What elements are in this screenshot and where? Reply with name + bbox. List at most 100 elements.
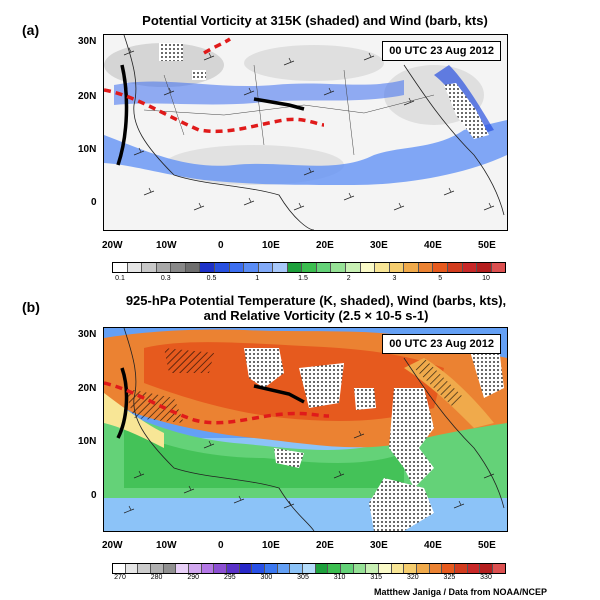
panel-a-lon-40e: 40E [424, 240, 442, 251]
panel-a-colorbar-swatch [331, 263, 346, 272]
panel-a-lon-20w: 20W [102, 240, 123, 251]
panel-b-colorbar-swatch [455, 564, 468, 573]
panel-a-colorbar-swatch [346, 263, 361, 272]
panel-a-lat-0: 0 [91, 197, 97, 208]
panel-a-colorbar-swatch [273, 263, 288, 272]
panel-a-lon-20e: 20E [316, 240, 334, 251]
panel-b-colorbar-swatch [429, 564, 443, 573]
panel-b-lat-30n: 30N [78, 329, 97, 340]
panel-b-colorbar-swatch [252, 564, 266, 573]
panel-a-colorbar-label: 5 [438, 275, 443, 282]
panel-a-colorbar-swatch [127, 263, 143, 272]
panel-a-colorbar-label: 0.3 [160, 275, 171, 282]
panel-b-colorbar-swatch [341, 564, 354, 573]
credit-line: Matthew Janiga / Data from NOAA/NCEP [374, 587, 548, 597]
panel-b-lon-30e: 30E [370, 540, 388, 551]
panel-b-colorbar-swatch [201, 564, 215, 573]
panel-b-colorbar-swatch [404, 564, 418, 573]
panel-b-colorbar-swatch [442, 564, 456, 573]
panel-b-colorbar-swatch [315, 564, 329, 573]
panel-b-lon-10e: 10E [262, 540, 280, 551]
panel-a-colorbar-label: 0.5 [206, 275, 217, 282]
panel-b-colorbar-swatch [277, 564, 291, 573]
panel-a-colorbar-swatch [229, 263, 245, 272]
panel-b-colorbar-swatch [353, 564, 367, 573]
panel-a-colorbar-swatch [142, 263, 157, 272]
panel-b-timestamp: 00 UTC 23 Aug 2012 [382, 334, 501, 354]
panel-b-colorbar-label: 280 [150, 574, 163, 581]
panel-b-lon-0: 0 [218, 540, 224, 551]
panel-b-colorbar-label: 305 [297, 574, 309, 581]
panel-b-colorbar-labels: 270 280 290 295 300 305 310 315 320 325 330 [112, 574, 504, 584]
panel-a-colorbar-swatch [360, 263, 376, 272]
panel-b-colorbar-label: 300 [260, 574, 273, 581]
panel-a-colorbar-swatch [258, 263, 274, 272]
panel-a-colorbar-swatch [477, 263, 492, 272]
panel-b-colorbar-label: 315 [370, 574, 383, 581]
panel-a-lat-30n: 30N [78, 36, 97, 47]
panel-b-colorbar-swatch [480, 564, 494, 573]
panel-b-title: 925-hPa Potential Temperature (K, shaded… [86, 293, 546, 323]
panel-a-colorbar-swatch [302, 263, 317, 272]
panel-b-colorbar-label: 310 [333, 574, 346, 581]
panel-b-lon-20e: 20E [316, 540, 334, 551]
panel-a-colorbar-swatch [404, 263, 419, 272]
panel-a-colorbar-label: 1 [255, 275, 260, 282]
panel-b-colorbar-swatch [303, 564, 316, 573]
panel-a-colorbar-swatch [113, 263, 128, 272]
panel-b-colorbar-swatch [328, 564, 342, 573]
panel-b-colorbar-swatch [227, 564, 240, 573]
panel-b-lon-10w: 10W [156, 540, 177, 551]
panel-b-colorbar-swatch [391, 564, 405, 573]
panel-b-colorbar-label: 330 [480, 574, 492, 581]
panel-b-lon-20w: 20W [102, 540, 123, 551]
panel-b-colorbar-swatch [176, 564, 190, 573]
panel-a-title: Potential Vorticity at 315K (shaded) and… [142, 13, 488, 28]
panel-b-lat-10n: 10N [78, 436, 97, 447]
panel-b-colorbar-swatch [366, 564, 380, 573]
panel-a-colorbar-labels: 0.1 0.3 0.5 1 1.5 2 3 5 10 [112, 275, 504, 285]
panel-a-lat-10n: 10N [78, 144, 97, 155]
panel-b-map: 00 UTC 23 Aug 2012 [103, 327, 508, 532]
panel-a-colorbar-label: 2 [346, 275, 351, 282]
panel-a-lon-50e: 50E [478, 240, 496, 251]
panel-a-lon-10w: 10W [156, 240, 177, 251]
panel-a-colorbar-swatch [389, 263, 405, 272]
panel-b-colorbar-swatch [493, 564, 505, 573]
panel-b-colorbar-swatch [151, 564, 164, 573]
panel-a-lon-0: 0 [218, 240, 224, 251]
panel-a-colorbar-label: 3 [392, 275, 397, 282]
panel-a-colorbar-swatch [214, 263, 230, 272]
panel-b-title-line1: 925-hPa Potential Temperature (K, shaded… [125, 293, 507, 308]
panel-a-lat-20n: 20N [78, 91, 97, 102]
panel-a-colorbar-swatch [447, 263, 463, 272]
panel-a-colorbar-swatch [244, 263, 259, 272]
panel-a-colorbar-label: 0.1 [115, 275, 125, 282]
panel-a-colorbar-swatch [375, 263, 390, 272]
panel-a-letter: (a) [22, 22, 40, 38]
panel-b-lon-40e: 40E [424, 540, 442, 551]
panel-b-colorbar-swatch [379, 564, 392, 573]
panel-b-colorbar-swatch [113, 564, 126, 573]
panel-b-colorbar-label: 270 [114, 574, 126, 581]
panel-b-colorbar [112, 563, 506, 574]
panel-a-colorbar-label: 1.5 [298, 275, 308, 282]
panel-b-colorbar-swatch [138, 564, 152, 573]
panel-a-colorbar-swatch [287, 263, 303, 272]
panel-b-colorbar-label: 290 [187, 574, 200, 581]
panel-b-colorbar-swatch [214, 564, 228, 573]
panel-b-colorbar-swatch [467, 564, 481, 573]
panel-a-colorbar [112, 262, 506, 273]
panel-b-lat-0: 0 [91, 490, 97, 501]
panel-b-colorbar-swatch [125, 564, 139, 573]
panel-a-map: 00 UTC 23 Aug 2012 [103, 34, 508, 231]
panel-a-colorbar-swatch [200, 263, 215, 272]
panel-a-map-svg [104, 35, 507, 230]
panel-a-timestamp: 00 UTC 23 Aug 2012 [382, 41, 501, 61]
panel-b-colorbar-swatch [239, 564, 253, 573]
panel-a-lon-30e: 30E [370, 240, 388, 251]
panel-b-colorbar-swatch [163, 564, 177, 573]
panel-b-colorbar-label: 295 [223, 574, 236, 581]
panel-a-lon-10e: 10E [262, 240, 280, 251]
panel-b-map-svg [104, 328, 507, 531]
